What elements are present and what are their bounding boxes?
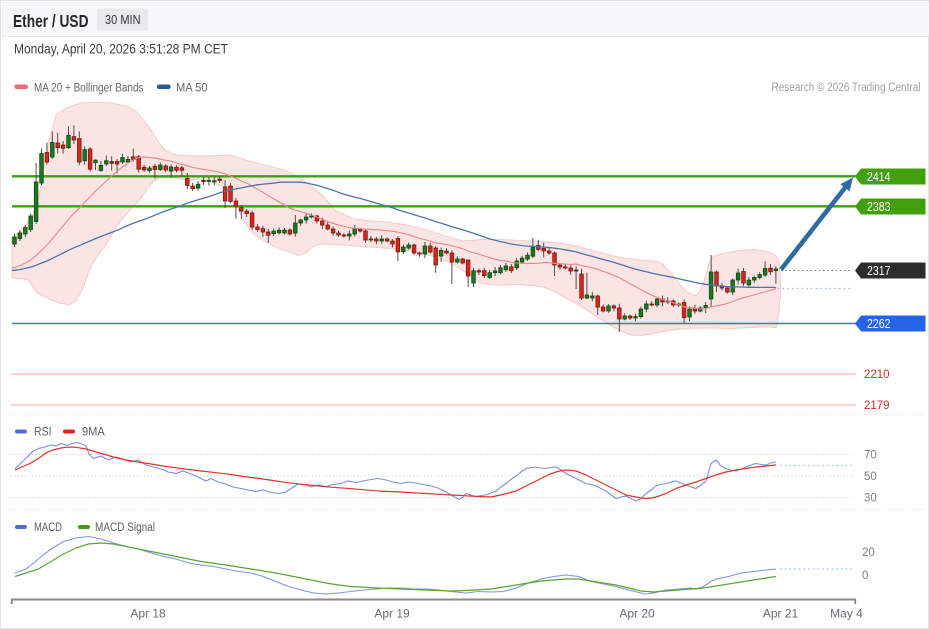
svg-text:May 4: May 4	[830, 607, 863, 621]
svg-text:Apr 20: Apr 20	[619, 607, 655, 621]
svg-text:70: 70	[864, 450, 877, 462]
svg-text:30 MIN: 30 MIN	[105, 13, 141, 27]
svg-text:Apr 18: Apr 18	[130, 607, 166, 621]
svg-text:2179: 2179	[864, 400, 890, 412]
svg-text:RSI: RSI	[34, 427, 52, 439]
svg-text:2210: 2210	[864, 369, 890, 381]
svg-text:Ether / USD: Ether / USD	[13, 11, 89, 31]
svg-text:2262: 2262	[867, 317, 891, 331]
svg-text:2414: 2414	[867, 170, 891, 184]
svg-text:MACD: MACD	[34, 522, 62, 534]
svg-text:Research © 2026 Trading Centra: Research © 2026 Trading Central	[772, 82, 921, 94]
svg-text:Monday, April 20, 2026 3:51:28: Monday, April 20, 2026 3:51:28 PM CET	[14, 42, 228, 57]
svg-text:2383: 2383	[867, 200, 891, 214]
svg-text:2317: 2317	[867, 264, 891, 278]
svg-text:MACD Signal: MACD Signal	[95, 522, 155, 534]
svg-text:20: 20	[862, 547, 875, 559]
svg-text:0: 0	[862, 570, 868, 582]
svg-text:Apr 21: Apr 21	[763, 607, 799, 621]
svg-text:MA 50: MA 50	[176, 83, 208, 95]
svg-text:MA 20 + Bollinger Bands: MA 20 + Bollinger Bands	[34, 83, 144, 95]
svg-text:30: 30	[864, 493, 877, 505]
svg-text:50: 50	[864, 471, 877, 483]
svg-text:9MA: 9MA	[82, 427, 105, 439]
svg-text:Apr 19: Apr 19	[374, 607, 410, 621]
